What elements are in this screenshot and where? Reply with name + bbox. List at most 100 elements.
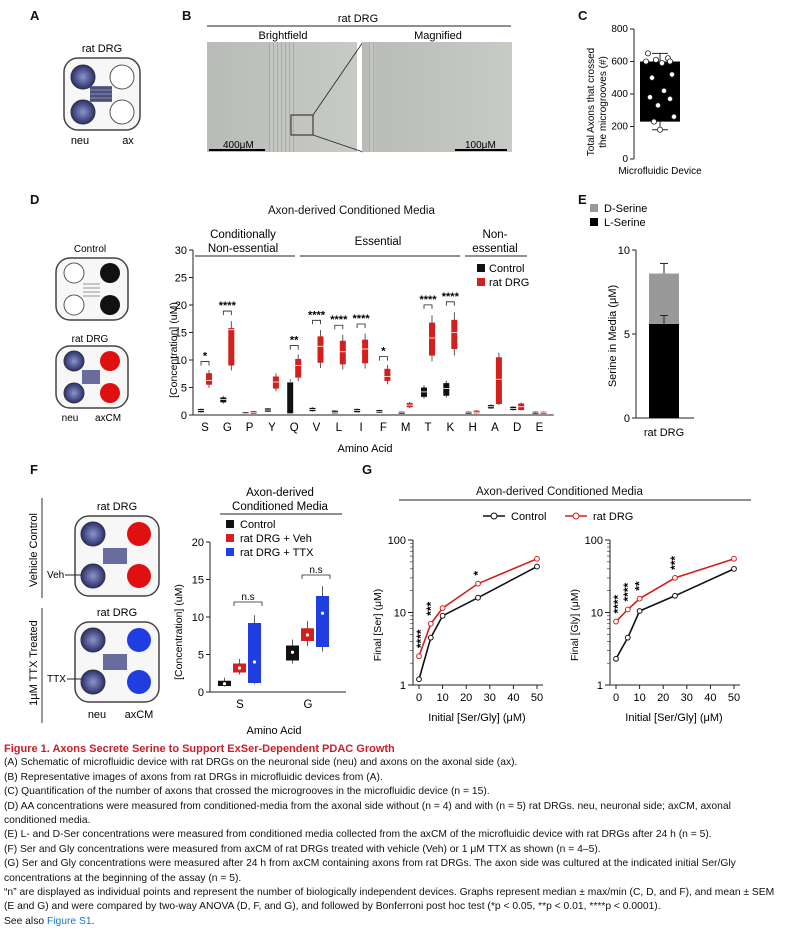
g-sig-label: ****	[621, 582, 635, 601]
d-box-rat-drg	[384, 368, 391, 381]
d-ytick-label: 25	[175, 273, 187, 285]
panel-g-ser-xlabel: Initial [Ser/Gly] (μM)	[428, 712, 525, 724]
c-ytick-label: 0	[622, 154, 628, 165]
veh-label: Veh	[47, 570, 64, 581]
c-ytick-label: 200	[611, 122, 628, 133]
ttx-label: TTX	[47, 674, 66, 685]
legend-f-control: Control	[240, 519, 275, 531]
d-sig-bracket	[334, 324, 344, 330]
c-point	[667, 58, 674, 65]
c-ytick-label: 600	[611, 57, 628, 68]
g-point	[636, 595, 643, 602]
panel-letter-e: E	[578, 192, 587, 207]
g-point	[731, 565, 737, 572]
panel-a-neu-label: neu	[71, 135, 89, 147]
panel-letter-d: D	[30, 192, 40, 207]
d-ytick-label: 0	[181, 410, 187, 422]
panel-f-axcm-label: axCM	[125, 709, 154, 721]
panel-e-xlabel: rat DRG	[644, 427, 684, 439]
f-ytick-label: 15	[192, 575, 204, 587]
magnified-image	[362, 42, 512, 152]
c-point	[667, 95, 674, 102]
g-xtick-label: 20	[460, 692, 472, 704]
group-label-nonessential-2: essential	[472, 243, 517, 255]
g-point	[534, 563, 540, 570]
d-box-rat-drg	[339, 340, 346, 365]
d-sig-bracket	[289, 345, 299, 350]
c-point	[671, 113, 678, 120]
g-sig-label: **	[633, 581, 647, 591]
c-point	[669, 71, 676, 78]
panel-d-axcm-label: axCM	[95, 413, 121, 424]
f-sig-bracket	[301, 574, 331, 579]
d-sig-bracket	[356, 323, 366, 329]
g-xtick-label: 30	[484, 692, 496, 704]
panel-b-magnified-label: Magnified	[414, 30, 462, 42]
d-xtick-label: M	[401, 422, 411, 434]
panel-g-gly-ylabel: Final [Gly] (μM)	[569, 589, 581, 661]
panel-g-ser-ylabel: Final [Ser] (μM)	[372, 589, 384, 662]
caption-line-f: (F) Ser and Gly concentrations were meas…	[4, 843, 601, 855]
d-xtick-label: K	[446, 422, 454, 434]
c-point	[649, 74, 656, 81]
d-sig-label: ****	[419, 294, 437, 306]
d-box-rat-drg	[429, 322, 435, 356]
panel-c-ylabel-2: the microgrooves (#)	[598, 56, 609, 148]
figure-s1-link[interactable]: Figure S1	[46, 915, 92, 927]
panel-g-ser-chart: Final [Ser] (μM) Initial [Ser/Gly] (μM) …	[372, 535, 543, 724]
caption-line-e: (E) L- and D-Ser concentrations were mea…	[4, 829, 712, 841]
f-box-rat-drg-ttx	[316, 596, 329, 647]
panel-a-title: rat DRG	[82, 43, 122, 55]
g-xtick-label: 40	[704, 692, 716, 704]
d-sig-label: ****	[353, 313, 371, 325]
panel-b-images: rat DRG Brightfield Magnified 400μM 100μ…	[207, 13, 512, 153]
g-xtick-label: 10	[633, 692, 645, 704]
d-xtick-label: D	[513, 422, 521, 434]
g-point	[475, 580, 481, 587]
d-xtick-label: S	[201, 422, 209, 434]
d-xtick-label: Q	[290, 422, 299, 434]
see-also-text: See also	[4, 915, 47, 927]
g-point	[439, 605, 446, 611]
caption-line-a: (A) Schematic of microfluidic device wit…	[4, 757, 518, 769]
f-ytick-label: 20	[192, 537, 204, 549]
panel-g-gly-chart: Final [Gly] (μM) Initial [Ser/Gly] (μM) …	[569, 535, 740, 724]
group-label-nonessential-1: Non-	[483, 229, 508, 241]
d-xtick-label: G	[223, 422, 232, 434]
caption-line-g: (G) Ser and Gly concentrations were meas…	[4, 858, 736, 884]
legend-g-ratdrg: rat DRG	[593, 511, 633, 523]
g-point	[672, 575, 678, 581]
panel-letter-a: A	[30, 8, 40, 23]
e-ytick-label: 0	[624, 413, 630, 425]
c-point	[647, 94, 654, 101]
panel-d-neu-label: neu	[62, 413, 79, 424]
e-ytick-label: 10	[618, 245, 630, 257]
g-xtick-label: 10	[436, 692, 448, 704]
f-ytick-label: 0	[198, 687, 204, 699]
d-ytick-label: 15	[175, 328, 187, 340]
f-ytick-label: 10	[192, 612, 204, 624]
figure-caption: Figure 1. Axons Secrete Serine to Suppor…	[4, 742, 780, 929]
c-point	[651, 118, 658, 125]
legend-d-serine: D-Serine	[604, 203, 647, 215]
g-xtick-label: 50	[728, 692, 740, 704]
g-sig-label: ****	[611, 595, 625, 614]
g-ytick-label: 1	[597, 680, 603, 692]
c-point	[659, 60, 666, 67]
panel-g-title: Axon-derived Conditioned Media	[476, 486, 643, 498]
legend-g-control: Control	[511, 511, 546, 523]
d-sig-bracket	[222, 310, 232, 316]
group-label-essential: Essential	[355, 236, 402, 248]
f-point	[320, 611, 325, 615]
d-sig-bracket	[200, 361, 210, 366]
g-sig-label: ***	[668, 556, 682, 570]
d-sig-label: ****	[219, 300, 237, 312]
g-sig-label: ****	[414, 629, 428, 648]
panel-c-xlabel: Microfluidic Device	[618, 166, 702, 177]
d-box-rat-drg	[495, 357, 502, 404]
g-point	[416, 653, 422, 660]
d-xtick-label: E	[536, 422, 544, 434]
panel-f-bottom-label: rat DRG	[97, 607, 137, 619]
panel-c-ylabel-1: Total Axons that crossed	[586, 48, 597, 156]
panel-b-title: rat DRG	[338, 13, 378, 25]
